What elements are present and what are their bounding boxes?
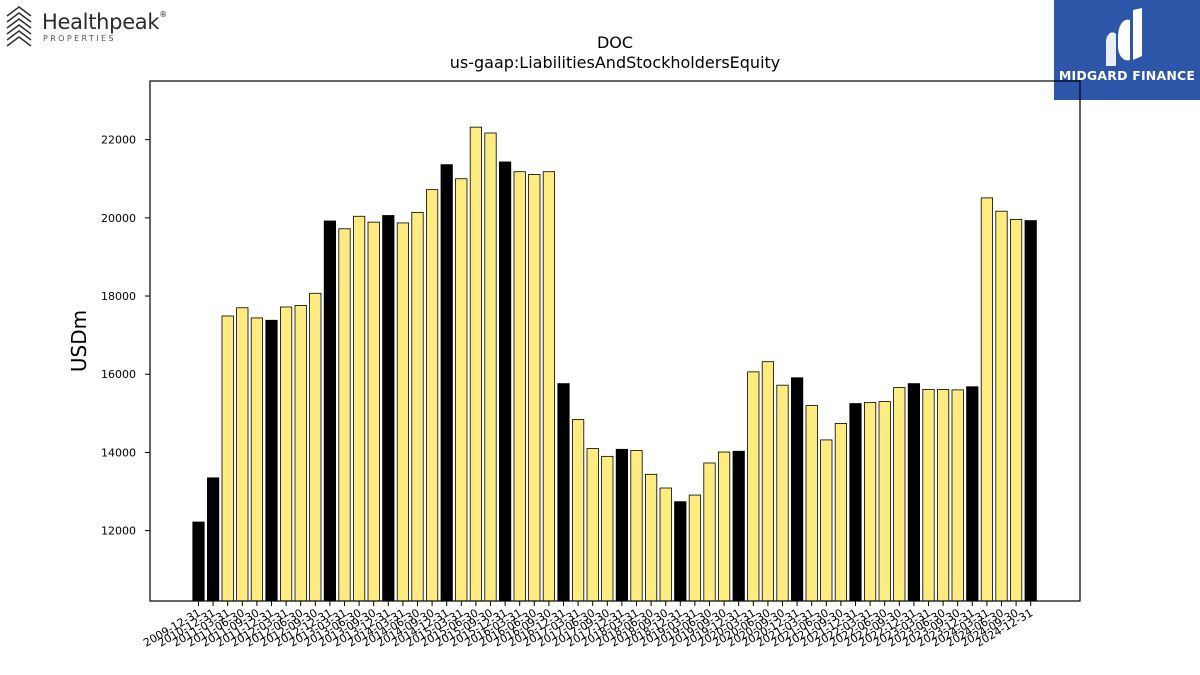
bar-2011-03-31 <box>221 315 234 602</box>
plot-frame <box>149 80 1081 602</box>
bar-2011-06-30 <box>236 307 249 602</box>
bar-2013-06-30 <box>352 215 366 602</box>
bar-2022-09-30 <box>893 387 906 602</box>
bar-2023-09-30 <box>951 389 964 602</box>
bar-2017-09-30 <box>601 455 614 602</box>
chart-subtitle: us-gaap:LiabilitiesAndStockholdersEquity <box>450 53 781 72</box>
bar-2019-06-30 <box>703 462 716 602</box>
bar-2023-12-31 <box>966 386 979 602</box>
bar-2021-06-30 <box>820 439 833 602</box>
bars-group <box>192 126 1037 602</box>
bar-2015-09-30 <box>484 132 497 602</box>
bar-2019-03-31 <box>688 494 702 602</box>
bar-2018-09-30 <box>659 487 672 602</box>
midgard-mark-icon <box>1106 8 1142 66</box>
bar-2016-03-31 <box>513 171 526 602</box>
bar-2022-03-31 <box>864 401 877 602</box>
bar-2016-06-30 <box>528 174 541 602</box>
bar-2024-09-30 <box>1010 219 1023 602</box>
bar-2024-06-30 <box>995 210 1008 602</box>
bar-2024-12-31 <box>1024 220 1037 602</box>
y-tick-label: 14000 <box>101 446 136 459</box>
y-tick-label: 16000 <box>101 368 136 381</box>
bar-2015-03-31 <box>455 178 468 602</box>
bar-2021-12-31 <box>849 403 862 602</box>
bar-2019-12-31 <box>732 450 745 602</box>
bar-2012-03-31 <box>279 306 293 602</box>
bar-2014-06-30 <box>411 211 424 602</box>
bar-2017-03-31 <box>572 419 585 602</box>
bar-2018-03-31 <box>630 450 643 602</box>
bar-2013-09-30 <box>367 221 380 602</box>
bar-2020-03-31 <box>747 371 760 602</box>
bar-2018-12-31 <box>674 501 687 602</box>
bar-2014-12-31 <box>440 164 453 602</box>
bar-2012-12-31 <box>323 220 337 602</box>
bar-2017-12-31 <box>615 448 629 602</box>
bar-2020-12-31 <box>791 377 804 602</box>
bar-2018-06-30 <box>645 473 658 602</box>
bar-2020-06-30 <box>761 361 775 602</box>
bar-2013-12-31 <box>382 215 395 602</box>
bar-2015-06-30 <box>469 126 483 602</box>
healthpeak-mark-icon <box>6 6 32 47</box>
y-tick-label: 20000 <box>101 212 136 225</box>
midgard-finance-name: MIDGARD FINANCE <box>1058 68 1196 83</box>
bar-2024-03-31 <box>980 197 994 602</box>
bar-2016-12-31 <box>557 383 570 602</box>
bar-2009-12-31 <box>192 521 205 602</box>
bar-2017-06-30 <box>586 448 599 602</box>
bar-2023-03-31 <box>922 389 935 602</box>
bar-2020-09-30 <box>776 384 789 602</box>
bar-2014-09-30 <box>425 189 439 602</box>
bar-2011-09-30 <box>250 317 263 602</box>
healthpeak-subtitle: PROPERTIES <box>43 34 116 43</box>
midgard-finance-logo: MIDGARD FINANCE <box>1054 0 1200 100</box>
chart-title: DOC <box>597 33 633 52</box>
bar-2010-12-31 <box>206 477 220 602</box>
bar-2021-09-30 <box>834 423 848 602</box>
bar-2023-06-30 <box>937 389 950 602</box>
bar-2012-06-30 <box>294 305 307 602</box>
healthpeak-name: Healthpeak <box>42 10 160 34</box>
bar-2012-09-30 <box>309 292 322 602</box>
bar-2014-03-31 <box>396 222 410 602</box>
healthpeak-logo: Healthpeak® PROPERTIES <box>4 4 174 48</box>
x-axis: 2009-12-312010-12-312011-03-312011-06-30… <box>141 601 1035 650</box>
bar-2011-12-31 <box>265 319 278 602</box>
bar-2022-12-31 <box>907 383 921 602</box>
bar-2013-03-31 <box>338 228 351 602</box>
bar-2016-09-30 <box>542 171 556 602</box>
y-tick-label: 18000 <box>101 290 136 303</box>
bar-2015-12-31 <box>498 161 512 602</box>
y-axis: 12000 14000 16000 18000 20000 22000 <box>101 134 150 538</box>
y-tick-label: 12000 <box>101 525 136 538</box>
bar-2021-03-31 <box>805 405 818 602</box>
bar-2019-09-30 <box>718 451 731 602</box>
bar-2022-06-30 <box>878 401 891 602</box>
y-tick-label: 22000 <box>101 134 136 147</box>
registered-mark: ® <box>159 10 167 19</box>
y-axis-label: USDm <box>67 310 91 372</box>
